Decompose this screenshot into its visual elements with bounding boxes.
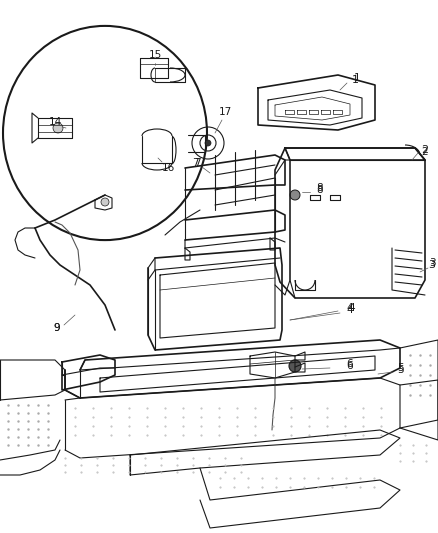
- Text: 6: 6: [347, 361, 353, 371]
- Text: 8: 8: [317, 183, 323, 193]
- Text: 7: 7: [194, 158, 200, 168]
- Text: 15: 15: [148, 50, 162, 60]
- Text: 14: 14: [48, 117, 62, 127]
- Circle shape: [205, 140, 211, 146]
- Text: 2: 2: [422, 147, 428, 157]
- Text: 4: 4: [347, 303, 353, 313]
- Text: 1: 1: [354, 73, 360, 83]
- Text: 9: 9: [54, 323, 60, 333]
- Text: 3: 3: [428, 260, 435, 270]
- Text: 8: 8: [317, 185, 323, 195]
- Text: 5: 5: [397, 365, 403, 375]
- Text: 16: 16: [161, 163, 175, 173]
- Ellipse shape: [3, 26, 207, 240]
- Text: 1: 1: [352, 75, 358, 85]
- Text: 17: 17: [219, 107, 232, 117]
- Circle shape: [290, 190, 300, 200]
- Circle shape: [101, 198, 109, 206]
- Text: 9: 9: [54, 323, 60, 333]
- Text: 2: 2: [421, 145, 428, 155]
- Text: 3: 3: [429, 258, 435, 268]
- Text: 5: 5: [397, 363, 403, 373]
- Text: 4: 4: [349, 303, 355, 313]
- Circle shape: [53, 123, 63, 133]
- Circle shape: [289, 360, 301, 372]
- Text: 7: 7: [192, 158, 198, 168]
- Text: 4: 4: [347, 305, 353, 315]
- Text: 6: 6: [347, 359, 353, 369]
